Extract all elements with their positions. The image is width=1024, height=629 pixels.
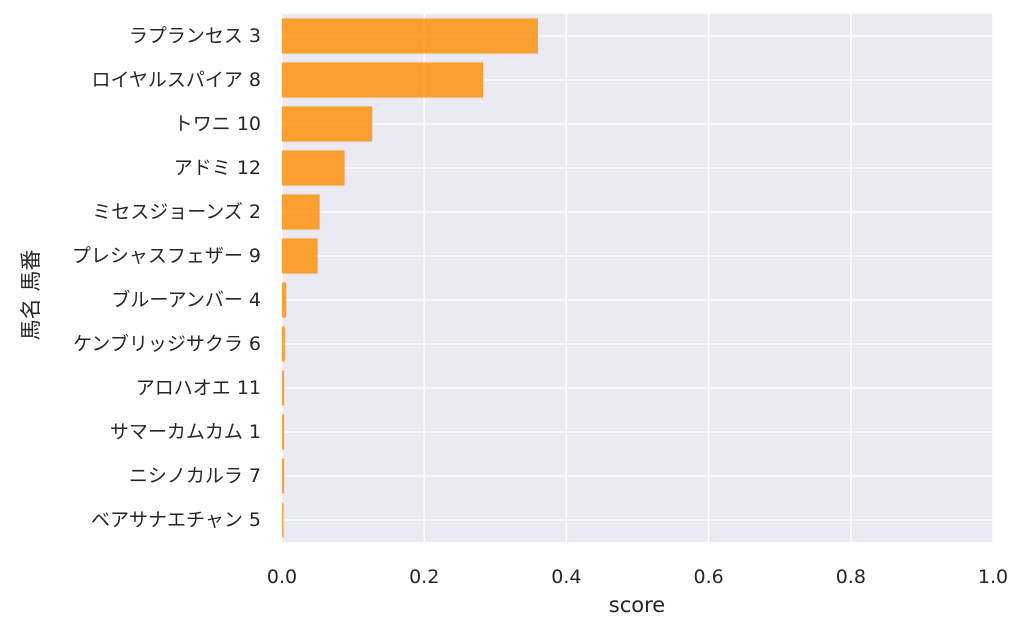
y-tick-label: アドミ 12 [174, 157, 261, 179]
y-tick-label: ロイヤルスパイア 8 [91, 69, 261, 91]
plot-area [282, 14, 993, 542]
y-tick-label: プレシャスフェザー 9 [72, 245, 261, 267]
x-tick-label: 0.4 [551, 566, 581, 588]
y-tick-label: ブルーアンバー 4 [111, 288, 261, 311]
y-tick-label: ミセスジョーンズ 2 [92, 201, 261, 223]
y-tick-label: アロハオエ 11 [136, 377, 261, 399]
x-axis-title: score [609, 593, 665, 617]
bar [282, 238, 318, 274]
x-tick-label: 0.0 [267, 566, 297, 588]
bar [282, 282, 287, 318]
bars [282, 18, 538, 538]
bar [282, 370, 285, 406]
bar [282, 106, 373, 142]
y-tick-label: トワニ 10 [174, 113, 261, 135]
bar [282, 62, 484, 98]
bar [282, 502, 284, 538]
y-tick-label: ケンブリッジサクラ 6 [73, 332, 261, 355]
bar [282, 150, 345, 186]
bar [282, 326, 285, 362]
bar [282, 194, 320, 230]
x-tick-label: 0.6 [693, 566, 723, 588]
y-tick-label: ニシノカルラ 7 [129, 465, 261, 487]
x-tick-label: 0.8 [836, 566, 866, 588]
bar [282, 414, 285, 450]
y-tick-label: サマーカムカム 1 [110, 421, 261, 443]
y-tick-label: ラプランセス 3 [129, 25, 261, 47]
x-tick-labels: 0.0 0.2 0.4 0.6 0.8 1.0 [267, 566, 1008, 588]
y-tick-labels: ラプランセス 3 ロイヤルスパイア 8 トワニ 10 アドミ 12 ミセスジョーンズ 2… [72, 25, 261, 531]
bar [282, 458, 285, 494]
x-tick-label: 1.0 [978, 566, 1008, 588]
bar [282, 18, 538, 54]
y-tick-label: ベアサナエチャン 5 [91, 509, 261, 531]
x-tick-label: 0.2 [409, 566, 439, 588]
y-axis-title: 馬名 馬番 [19, 250, 43, 341]
